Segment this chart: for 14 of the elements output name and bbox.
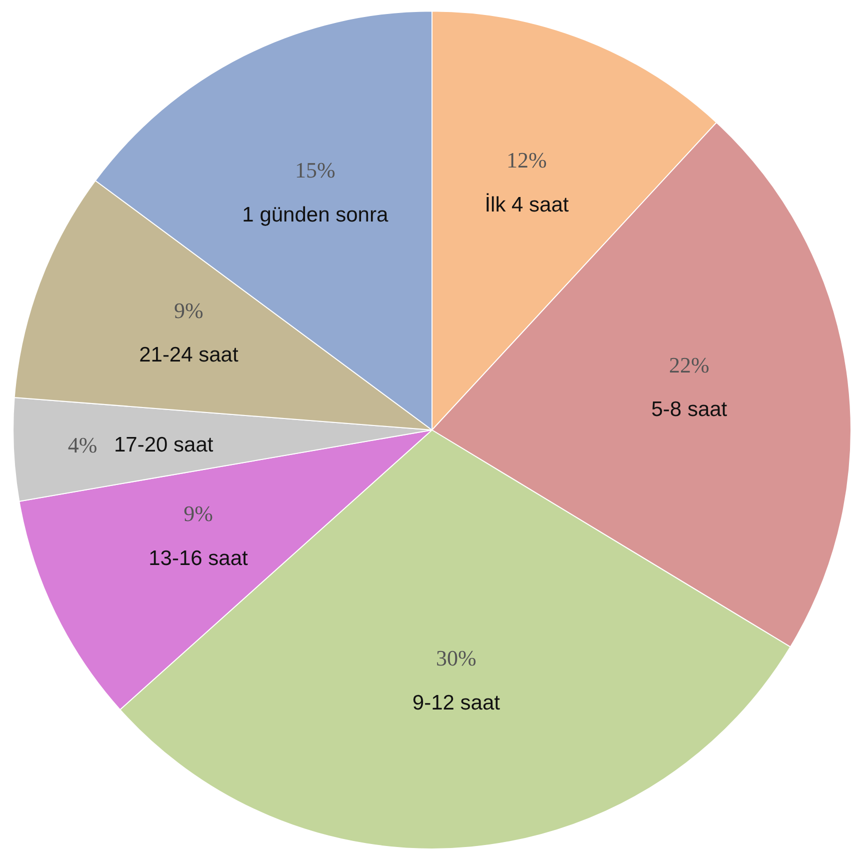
data-label: 9% [174,298,204,323]
slice-label: 5-8 saat [651,398,728,422]
slice-label: 9-12 saat [412,692,500,715]
slice-label: İlk 4 saat [484,192,569,216]
data-label: 9% [184,501,213,526]
slice-label: 13-16 saat [148,546,248,570]
slice-label: 17-20 saat [114,434,214,457]
slice-label: 21-24 saat [139,344,238,367]
slice-label: 1 günden sonra [242,203,388,226]
data-label: 30% [436,646,476,671]
data-label: 12% [506,148,547,173]
data-label: 15% [295,157,336,182]
data-label: 22% [669,352,710,378]
data-label: 4% [68,432,98,458]
